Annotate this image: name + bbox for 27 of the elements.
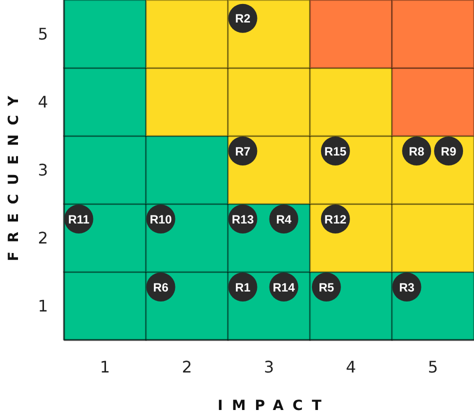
data-label: R11 xyxy=(68,212,90,226)
y-tick-label: 5 xyxy=(38,24,48,44)
data-label: R5 xyxy=(318,280,334,294)
x-tick-label: 3 xyxy=(264,358,274,377)
data-label: R15 xyxy=(324,144,347,158)
y-tick-label: 1 xyxy=(38,296,48,316)
y-tick-label: 3 xyxy=(38,160,48,180)
y-tick-label: 4 xyxy=(38,92,48,112)
data-label: R9 xyxy=(440,144,457,158)
data-label: R8 xyxy=(408,144,425,158)
x-tick-label: 1 xyxy=(100,358,110,377)
data-label: R4 xyxy=(276,212,292,226)
x-axis-title: IMPACT xyxy=(218,398,330,414)
data-label: R10 xyxy=(150,212,172,226)
y-axis-title: FRECUENCY xyxy=(6,86,22,262)
data-label: R12 xyxy=(324,212,347,226)
x-tick-label: 2 xyxy=(182,358,192,377)
y-tick-label: 2 xyxy=(38,228,48,248)
x-tick-label: 5 xyxy=(428,358,438,377)
data-label: R13 xyxy=(232,212,254,226)
data-label: R1 xyxy=(235,280,251,294)
x-tick-label: 4 xyxy=(346,358,356,377)
data-label: R2 xyxy=(235,12,251,26)
data-label: R3 xyxy=(399,280,415,294)
data-label: R14 xyxy=(272,280,296,294)
data-label: R7 xyxy=(235,144,251,158)
data-label: R6 xyxy=(153,280,169,294)
